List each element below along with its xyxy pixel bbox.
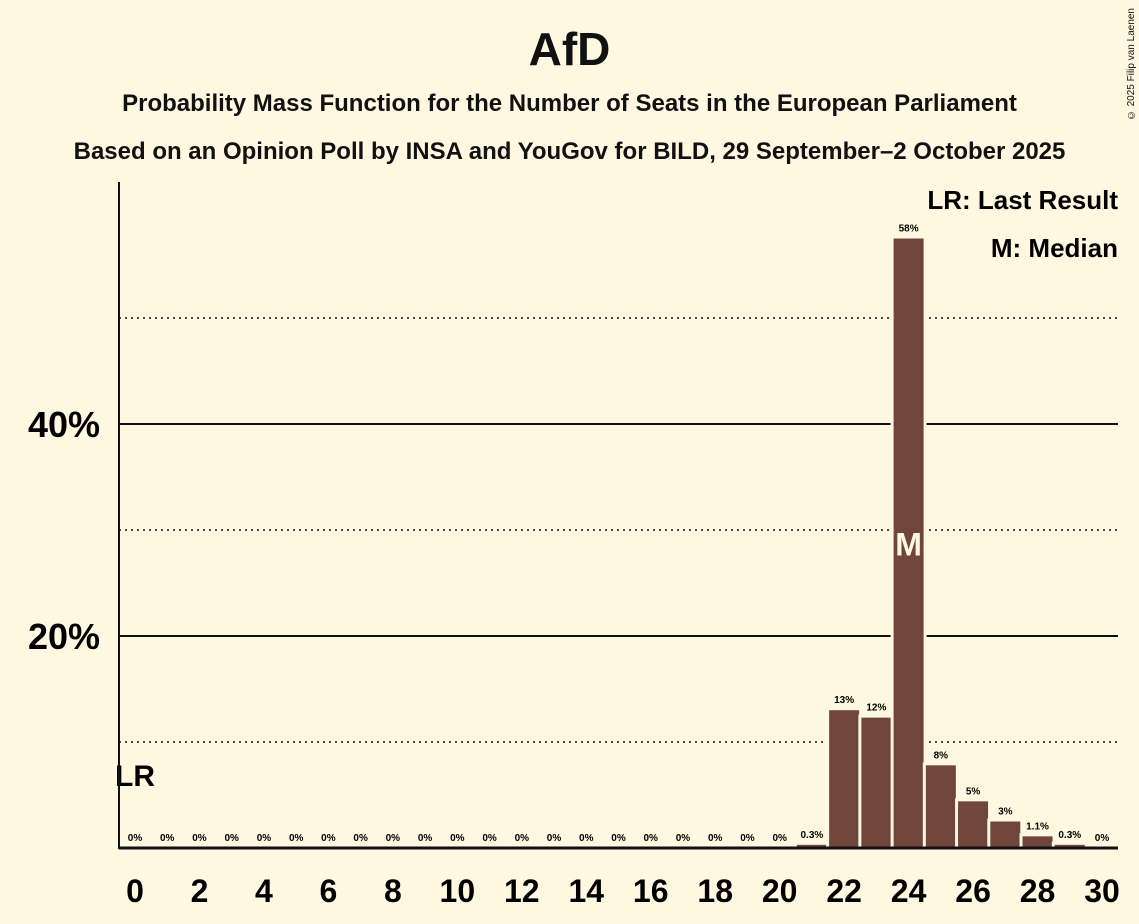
- bar: [990, 821, 1021, 848]
- data-label: 0%: [772, 833, 787, 844]
- bar: [796, 844, 827, 848]
- x-tick-label: 6: [320, 873, 338, 909]
- x-tick-label: 20: [762, 873, 798, 909]
- x-tick-label: 28: [1020, 873, 1056, 909]
- data-label: 0.3%: [801, 830, 824, 841]
- data-label: 0%: [740, 833, 755, 844]
- y-tick-label: 40%: [28, 404, 100, 445]
- bar: [958, 801, 989, 848]
- bar: [893, 238, 924, 848]
- x-tick-label: 16: [633, 873, 669, 909]
- data-label: 12%: [866, 703, 886, 714]
- data-label: 0%: [160, 833, 175, 844]
- data-label: 0%: [418, 833, 433, 844]
- last-result-marker: LR: [115, 760, 155, 793]
- bar: [1054, 844, 1085, 848]
- data-label: 0%: [579, 833, 594, 844]
- data-label: 5%: [966, 786, 981, 797]
- data-label: 0%: [708, 833, 723, 844]
- legend-entry: M: Median: [991, 233, 1118, 263]
- chart-subtitle: Probability Mass Function for the Number…: [122, 90, 1017, 117]
- y-tick-label: 20%: [28, 616, 100, 657]
- data-label: 8%: [934, 750, 949, 761]
- data-label: 3%: [998, 807, 1013, 818]
- data-label: 0%: [515, 833, 530, 844]
- data-label: 0%: [1095, 833, 1110, 844]
- x-tick-label: 14: [568, 873, 604, 909]
- data-label: 0%: [482, 833, 497, 844]
- x-tick-label: 12: [504, 873, 540, 909]
- x-tick-label: 24: [891, 873, 927, 909]
- data-label: 0.3%: [1058, 830, 1081, 841]
- x-tick-label: 22: [826, 873, 862, 909]
- bar: [1022, 836, 1053, 848]
- x-tick-label: 30: [1084, 873, 1120, 909]
- data-label: 0%: [321, 833, 336, 844]
- data-label: 0%: [353, 833, 368, 844]
- median-marker: M: [895, 526, 922, 562]
- data-label: 0%: [611, 833, 626, 844]
- legend-entry: LR: Last Result: [927, 185, 1118, 215]
- data-label: 0%: [450, 833, 465, 844]
- x-tick-label: 8: [384, 873, 402, 909]
- data-label: 0%: [547, 833, 562, 844]
- chart-subtitle-2: Based on an Opinion Poll by INSA and You…: [73, 138, 1066, 165]
- x-tick-label: 18: [697, 873, 733, 909]
- x-tick-label: 10: [440, 873, 476, 909]
- x-tick-label: 4: [255, 873, 273, 909]
- bar: [829, 710, 860, 848]
- data-label: 0%: [257, 833, 272, 844]
- x-tick-label: 2: [191, 873, 209, 909]
- chart-title: AfD: [528, 23, 611, 75]
- x-tick-label: 0: [126, 873, 144, 909]
- data-label: 0%: [128, 833, 143, 844]
- data-label: 58%: [899, 224, 919, 235]
- data-label: 0%: [644, 833, 659, 844]
- data-label: 0%: [192, 833, 207, 844]
- x-tick-label: 26: [955, 873, 991, 909]
- data-label: 0%: [386, 833, 401, 844]
- bar: [861, 717, 892, 848]
- data-label: 0%: [224, 833, 239, 844]
- data-label: 0%: [676, 833, 691, 844]
- bar: [925, 765, 956, 848]
- data-label: 13%: [834, 695, 854, 706]
- data-label: 0%: [289, 833, 304, 844]
- data-label: 1.1%: [1026, 821, 1049, 832]
